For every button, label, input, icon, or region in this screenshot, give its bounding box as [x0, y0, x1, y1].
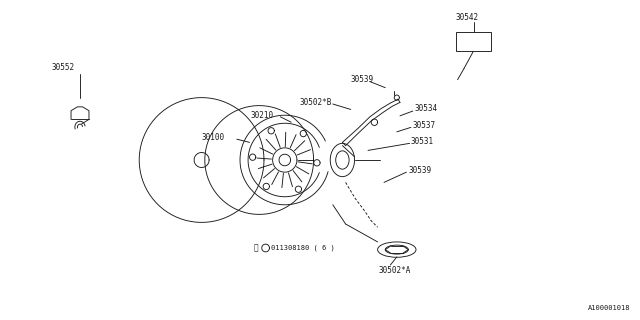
- Text: 30210: 30210: [251, 111, 274, 120]
- Text: Ⓑ: Ⓑ: [254, 244, 259, 252]
- Text: A100001018: A100001018: [588, 305, 630, 311]
- Text: 30539: 30539: [408, 166, 431, 175]
- Text: 30542: 30542: [456, 13, 479, 22]
- Text: 30539: 30539: [351, 76, 374, 84]
- Text: 30100: 30100: [202, 133, 225, 142]
- FancyBboxPatch shape: [456, 32, 491, 51]
- Text: 30537: 30537: [413, 121, 436, 130]
- Text: 30552: 30552: [51, 63, 74, 72]
- Text: 011308180 ( 6 ): 011308180 ( 6 ): [271, 245, 335, 251]
- Text: 30502*A: 30502*A: [379, 266, 412, 275]
- Text: 30531: 30531: [411, 137, 434, 146]
- Text: 30534: 30534: [415, 104, 438, 113]
- Text: 30502*B: 30502*B: [300, 98, 332, 107]
